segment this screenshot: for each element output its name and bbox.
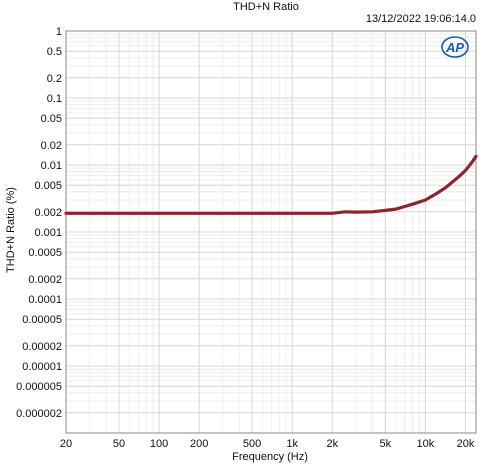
series-point xyxy=(371,211,374,213)
ap-logo-text: AP xyxy=(445,40,464,55)
series-point xyxy=(464,169,467,172)
y-tick-label: 0.01 xyxy=(41,160,62,172)
x-tick-label: 50 xyxy=(113,438,125,450)
series-point xyxy=(451,181,454,183)
x-axis-label: Frequency (Hz) xyxy=(232,451,308,463)
y-tick-label: 0.0001 xyxy=(28,294,62,306)
series-point xyxy=(395,208,397,210)
series-point xyxy=(458,175,461,177)
series-point xyxy=(331,212,334,215)
series-point xyxy=(118,212,120,215)
series-point xyxy=(251,212,253,215)
series-point xyxy=(384,209,387,212)
series-lines xyxy=(64,154,478,215)
x-tick-label: 20k xyxy=(457,438,475,450)
series-point xyxy=(424,199,427,201)
series-point xyxy=(444,187,446,189)
series-point xyxy=(158,212,160,215)
chart-timestamp: 13/12/2022 19:06:14.0 xyxy=(366,13,476,25)
y-tick-label: 0.0002 xyxy=(28,274,62,286)
series-point xyxy=(314,212,317,215)
y-axis-label: THD+N Ratio (%) xyxy=(5,187,17,273)
y-tick-label: 0.001 xyxy=(34,227,62,239)
series-point xyxy=(470,162,472,165)
series-point xyxy=(475,155,477,158)
y-tick-label: 1 xyxy=(56,26,62,38)
series-point xyxy=(403,205,406,208)
x-tick-label: 10k xyxy=(417,438,435,450)
y-tick-label: 0.5 xyxy=(47,46,62,58)
y-tick-label: 0.000005 xyxy=(16,381,62,393)
x-tick-label: 100 xyxy=(150,438,168,450)
x-tick-label: 500 xyxy=(243,438,261,450)
grid-lines xyxy=(65,30,476,433)
y-tick-label: 0.000002 xyxy=(16,408,62,420)
x-tick-label: 5k xyxy=(379,438,391,450)
series-point xyxy=(65,212,67,215)
y-tick-labels: 1 0.5 0.2 0.1 0.05 0.02 0.01 0.005 0.002 0.001 0.0… xyxy=(16,26,62,420)
plot-frame xyxy=(65,30,477,434)
y-tick-label: 0.00002 xyxy=(22,341,62,353)
x-tick-label: 200 xyxy=(190,438,208,450)
x-tick-label: 1k xyxy=(286,438,298,450)
y-tick-label: 0.1 xyxy=(47,93,62,105)
ap-logo: AP xyxy=(441,36,469,58)
y-tick-label: 0.005 xyxy=(34,180,62,192)
y-tick-label: 0.00001 xyxy=(22,361,62,373)
series-point xyxy=(435,193,437,195)
series-point xyxy=(198,212,200,215)
y-tick-label: 0.00005 xyxy=(22,314,62,326)
series-point xyxy=(291,212,294,215)
chart-title: THD+N Ratio xyxy=(233,1,299,13)
y-tick-label: 0.02 xyxy=(41,140,62,152)
series-point xyxy=(355,211,357,213)
x-tick-label: 20 xyxy=(60,438,72,450)
y-tick-label: 0.2 xyxy=(47,73,62,85)
y-tick-label: 0.05 xyxy=(41,113,62,125)
series-point xyxy=(411,203,414,205)
y-tick-label: 0.002 xyxy=(34,207,62,219)
y-tick-label: 0.0005 xyxy=(28,247,62,259)
series-point xyxy=(344,211,347,213)
x-tick-label: 2k xyxy=(326,438,338,450)
x-tick-labels: 20 50 100 200 500 1k 2k 5k 10k 20k xyxy=(60,438,475,450)
